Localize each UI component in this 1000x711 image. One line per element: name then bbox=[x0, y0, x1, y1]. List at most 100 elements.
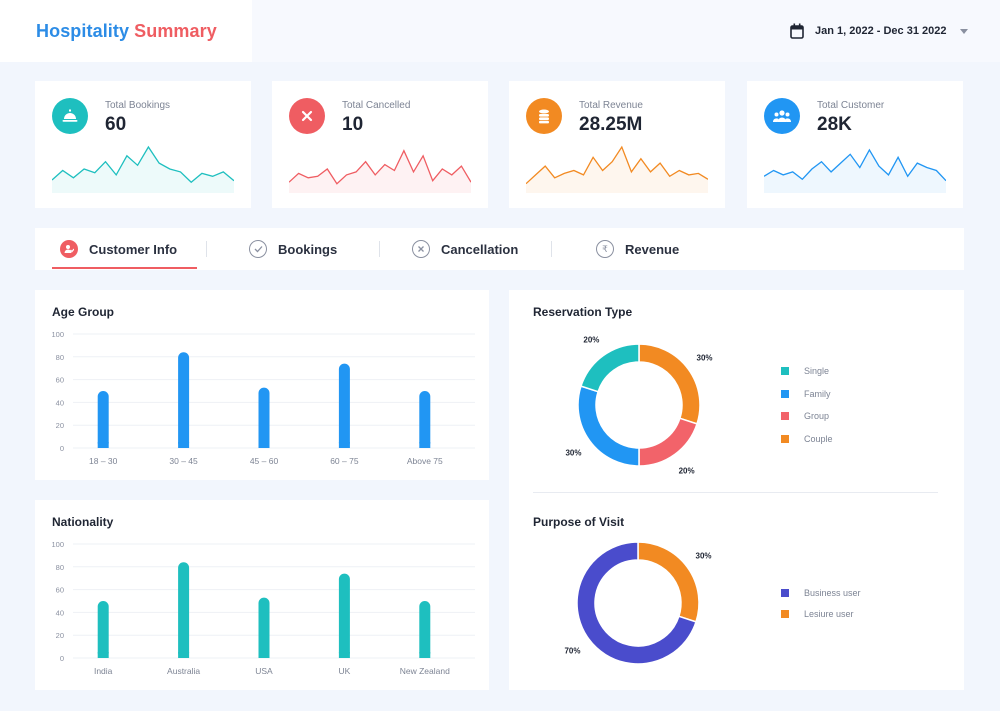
kpi-value: 28K bbox=[817, 114, 852, 135]
legend-label: Group bbox=[804, 411, 830, 421]
bar bbox=[258, 597, 270, 658]
tab-customer-info[interactable]: Customer Info bbox=[51, 228, 198, 270]
sparkline bbox=[289, 149, 471, 193]
slice-label: 20% bbox=[679, 467, 695, 476]
tab-label: Customer Info bbox=[89, 241, 178, 257]
age-group-chart: 0 20 40 60 80 100 18 – 30 30 – 45 45 – 60 60 – 75… bbox=[51, 330, 475, 466]
bar-base bbox=[338, 442, 350, 448]
sparkline-area bbox=[526, 147, 708, 193]
kpi-value: 60 bbox=[105, 114, 127, 135]
x-tick-label: UK bbox=[338, 666, 350, 676]
y-tick-label: 80 bbox=[56, 563, 64, 572]
legend-swatch bbox=[781, 412, 789, 420]
slice-label: 30% bbox=[565, 449, 581, 458]
kpi-card-total-revenue: Total Revenue 28.25M bbox=[509, 81, 725, 208]
tab-divider bbox=[551, 241, 552, 257]
legend-item: Couple bbox=[781, 434, 833, 444]
legend-label: Couple bbox=[804, 433, 833, 444]
tab-bookings[interactable]: Bookings bbox=[249, 228, 337, 270]
sparkline bbox=[526, 145, 708, 193]
tab-label: Bookings bbox=[278, 241, 338, 257]
bell-icon bbox=[62, 109, 78, 122]
sparkline bbox=[52, 145, 234, 193]
chevron-down-icon[interactable] bbox=[960, 28, 969, 34]
x-tick-label: New Zealand bbox=[400, 666, 450, 676]
sparkline-area bbox=[52, 147, 234, 193]
date-range-text: Jan 1, 2022 - Dec 31 2022 bbox=[815, 25, 947, 37]
sparkline-line bbox=[52, 145, 234, 184]
title-box: Hospitality Summary bbox=[0, 0, 252, 62]
close-icon bbox=[301, 110, 313, 122]
chart-title: Nationality bbox=[52, 515, 114, 529]
bar-base bbox=[258, 442, 270, 448]
x-tick-label: 45 – 60 bbox=[250, 456, 279, 466]
legend-label: Lesiure user bbox=[804, 608, 854, 619]
sparkline-line bbox=[764, 148, 946, 182]
legend-label: Family bbox=[804, 388, 831, 399]
legend-item: Family bbox=[781, 389, 831, 399]
y-tick-label: 20 bbox=[56, 631, 64, 640]
kpi-icon-circle bbox=[526, 98, 562, 134]
sparkline-area bbox=[289, 150, 471, 193]
y-tick-label: 0 bbox=[60, 444, 64, 453]
bar bbox=[178, 352, 190, 448]
y-tick-label: 40 bbox=[56, 398, 64, 407]
nationality-chart: 0 20 40 60 80 100 India Australia USA UK New Zeala… bbox=[51, 540, 475, 676]
donut-slice bbox=[580, 343, 640, 393]
x-tick-label: India bbox=[94, 666, 113, 676]
legend-item: Group bbox=[781, 411, 829, 421]
bar-base bbox=[419, 442, 431, 448]
sparkline-line bbox=[526, 145, 708, 185]
donut-slice bbox=[637, 541, 700, 623]
age-group-card: Age Group 0 20 40 60 80 100 18 – 30 30 – 45 45 –… bbox=[35, 290, 489, 480]
chart-title: Reservation Type bbox=[533, 305, 633, 319]
y-tick-label: 60 bbox=[56, 376, 64, 385]
date-range-picker[interactable]: Jan 1, 2022 - Dec 31 2022 bbox=[790, 22, 969, 40]
sparkline-line bbox=[289, 149, 471, 185]
kpi-card-total-bookings: Total Bookings 60 bbox=[35, 81, 251, 208]
kpi-label: Total Revenue bbox=[579, 100, 643, 111]
bar-base bbox=[178, 442, 190, 448]
bar bbox=[178, 562, 190, 658]
page-title: Hospitality Summary bbox=[36, 21, 217, 42]
page-title-part1: Hospitality bbox=[36, 21, 130, 41]
sparkline bbox=[764, 148, 946, 193]
sparkline-area bbox=[764, 149, 946, 193]
bar bbox=[338, 363, 350, 448]
slice-label: 30% bbox=[697, 353, 713, 362]
slice-label: 70% bbox=[564, 647, 580, 656]
bar-base bbox=[97, 652, 109, 658]
legend-label: Single bbox=[804, 366, 830, 376]
bar-base bbox=[178, 652, 190, 658]
user-icon bbox=[60, 240, 78, 258]
y-tick-label: 40 bbox=[56, 608, 64, 617]
bar bbox=[338, 573, 350, 658]
tab-label: Revenue bbox=[625, 241, 680, 257]
legend-swatch bbox=[781, 434, 789, 443]
kpi-label: Total Bookings bbox=[105, 100, 171, 111]
calendar-icon bbox=[790, 23, 804, 39]
tab-cancellation[interactable]: Cancellation bbox=[412, 228, 518, 270]
reservation-type-chart: 30% 20% 30% 20% bbox=[565, 335, 713, 476]
bar-base bbox=[258, 652, 270, 658]
bar bbox=[97, 601, 109, 658]
kpi-icon-circle bbox=[764, 98, 800, 134]
page-title-part2: Summary bbox=[134, 21, 217, 41]
y-tick-label: 0 bbox=[60, 654, 64, 663]
header: Hospitality Summary Jan 1, 2022 - Dec 31 … bbox=[0, 0, 1000, 62]
slice-label: 30% bbox=[696, 551, 712, 560]
kpi-value: 28.25M bbox=[579, 114, 643, 135]
users-icon bbox=[773, 109, 791, 122]
bar-base bbox=[97, 442, 109, 448]
legend-item: Single bbox=[781, 366, 829, 376]
tab-divider bbox=[379, 241, 380, 257]
donut-slice bbox=[576, 541, 697, 665]
nationality-card: Nationality 0 20 40 60 80 100 India Australia US… bbox=[35, 500, 489, 690]
divider bbox=[533, 492, 938, 493]
legend-item: Business user bbox=[781, 588, 861, 598]
x-tick-label: Above 75 bbox=[407, 456, 443, 466]
x-tick-label: 30 – 45 bbox=[169, 456, 198, 466]
bar-base bbox=[338, 652, 350, 658]
tab-revenue[interactable]: ₹ Revenue bbox=[596, 228, 679, 270]
close-icon bbox=[412, 240, 430, 258]
